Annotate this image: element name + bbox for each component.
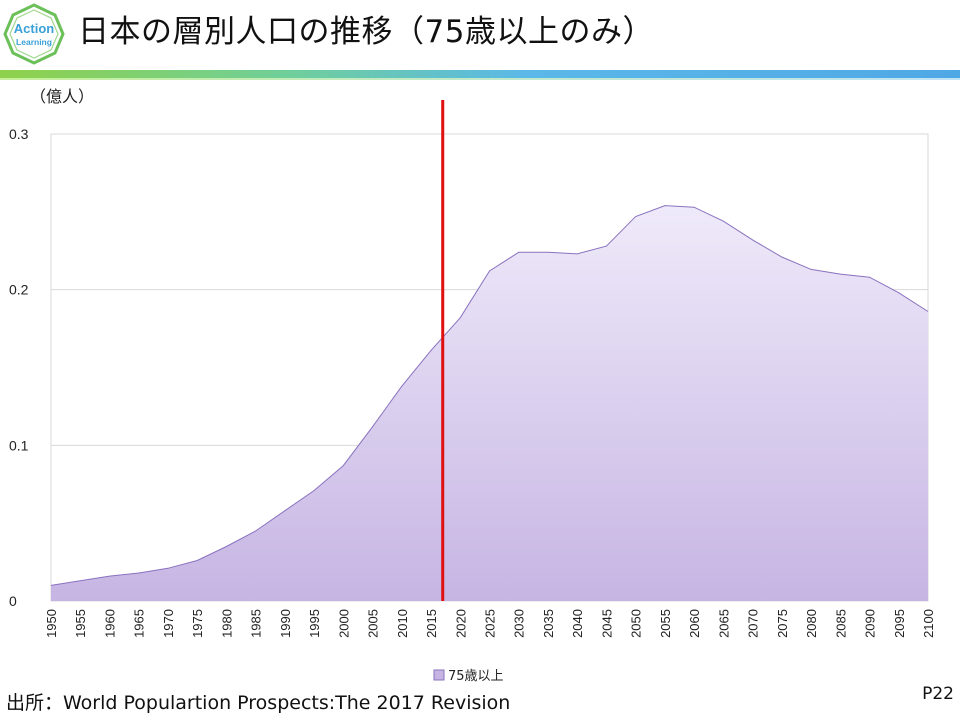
x-tick-label: 2100 — [921, 609, 936, 638]
x-tick-label: 2095 — [892, 609, 907, 638]
data-point — [196, 559, 198, 561]
x-tick-label: 1995 — [307, 609, 322, 638]
data-point — [488, 270, 490, 272]
data-point — [664, 204, 666, 206]
data-point — [605, 245, 607, 247]
page-number: P22 — [922, 684, 954, 704]
data-point — [459, 317, 461, 319]
x-tick-label: 2045 — [599, 609, 614, 638]
area-series-75plus — [51, 205, 928, 601]
data-point — [50, 584, 52, 586]
x-tick-label: 2055 — [658, 609, 673, 638]
page-title: 日本の層別人口の推移（75歳以上のみ） — [78, 14, 654, 50]
x-tick-label: 2000 — [336, 609, 351, 638]
data-point — [781, 256, 783, 258]
x-tick-label: 1990 — [278, 609, 293, 638]
data-point — [693, 206, 695, 208]
data-point — [254, 530, 256, 532]
header-divider — [0, 70, 960, 78]
data-point — [313, 489, 315, 491]
y-tick-label: 0.1 — [9, 437, 29, 453]
x-tick-label: 2090 — [863, 609, 878, 638]
x-tick-label: 2065 — [716, 609, 731, 638]
data-point — [518, 251, 520, 253]
header-divider-highlight — [0, 78, 960, 80]
x-tick-label: 1970 — [161, 609, 176, 638]
y-tick-label: 0.3 — [9, 126, 29, 142]
x-tick-label: 2015 — [424, 609, 439, 638]
data-point — [839, 273, 841, 275]
data-point — [576, 253, 578, 255]
data-point — [401, 385, 403, 387]
x-tick-label: 2080 — [804, 609, 819, 638]
x-tick-label: 2085 — [833, 609, 848, 638]
data-point — [138, 572, 140, 574]
x-tick-label: 1955 — [73, 609, 88, 638]
x-tick-label: 1960 — [102, 609, 117, 638]
x-tick-label: 2050 — [629, 609, 644, 638]
y-axis-unit-label: （億人） — [30, 87, 95, 106]
x-tick-label: 1985 — [249, 609, 264, 638]
data-point — [722, 220, 724, 222]
source-citation: 出所：World Populartion Prospects:The 2017 … — [6, 692, 511, 714]
x-tick-label: 1965 — [132, 609, 147, 638]
data-point — [635, 215, 637, 217]
data-point — [751, 239, 753, 241]
x-tick-label: 2075 — [775, 609, 790, 638]
data-point — [547, 251, 549, 253]
data-point — [342, 464, 344, 466]
legend-label: 75歳以上 — [448, 669, 504, 684]
x-tick-label: 1975 — [190, 609, 205, 638]
data-point — [371, 426, 373, 428]
data-point — [430, 349, 432, 351]
y-tick-label: 0.2 — [9, 282, 29, 298]
data-point — [284, 510, 286, 512]
action-learning-logo: Action Learning — [3, 3, 65, 65]
x-tick-label: 2035 — [541, 609, 556, 638]
x-tick-label: 2070 — [746, 609, 761, 638]
data-point — [927, 310, 929, 312]
data-point — [225, 545, 227, 547]
x-tick-label: 2060 — [687, 609, 702, 638]
logo-text-learning: Learning — [16, 37, 52, 47]
data-point — [167, 567, 169, 569]
x-tick-label: 2040 — [570, 609, 585, 638]
data-point — [108, 575, 110, 577]
x-tick-label: 2010 — [395, 609, 410, 638]
x-tick-label: 2030 — [512, 609, 527, 638]
data-point — [79, 580, 81, 582]
x-tick-label: 1980 — [219, 609, 234, 638]
y-tick-label: 0 — [9, 593, 17, 609]
legend-swatch — [433, 669, 445, 681]
data-point — [868, 276, 870, 278]
x-tick-label: 2025 — [483, 609, 498, 638]
data-point — [810, 268, 812, 270]
x-tick-label: 2020 — [453, 609, 468, 638]
area-series-outline — [50, 205, 929, 586]
data-point — [898, 292, 900, 294]
logo-text-action: Action — [14, 21, 55, 36]
x-tick-label: 1950 — [44, 609, 59, 638]
x-tick-label: 2005 — [366, 609, 381, 638]
